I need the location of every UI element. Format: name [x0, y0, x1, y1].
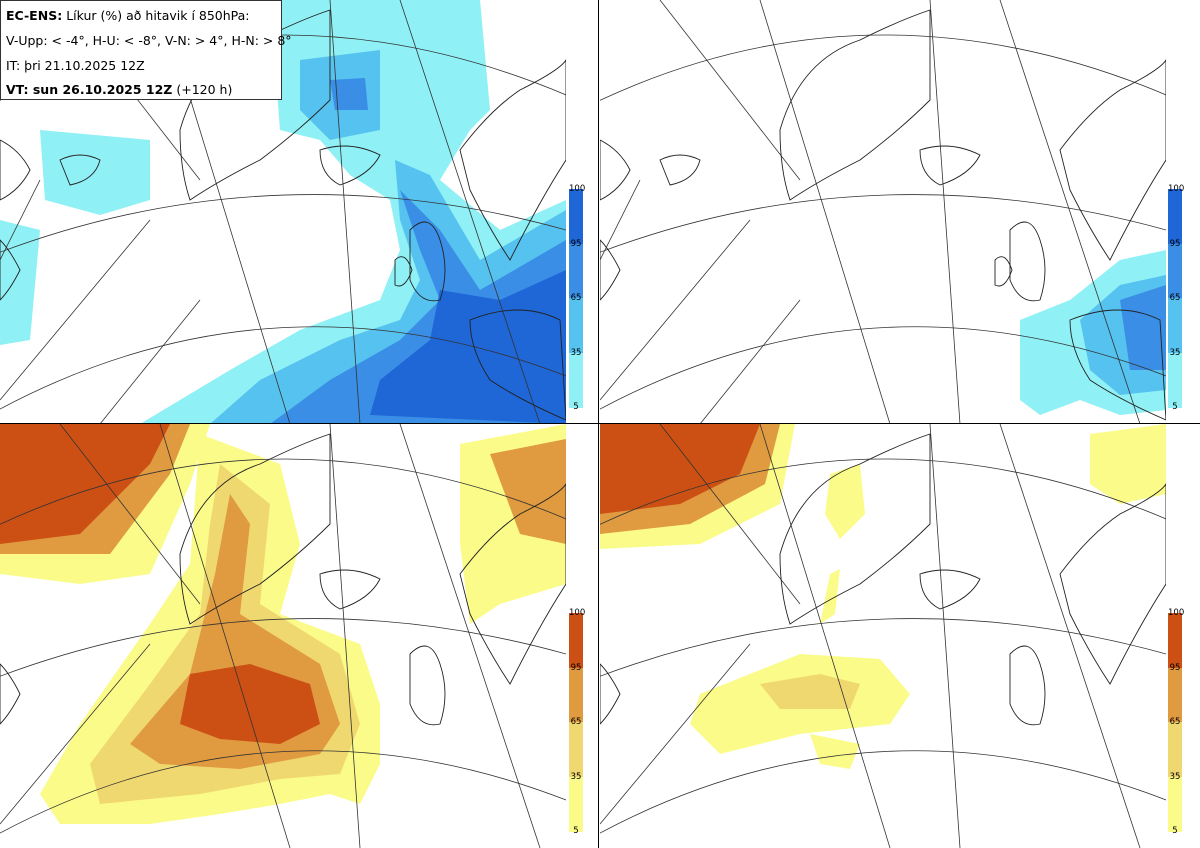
colorbar-segment [1168, 776, 1182, 832]
colorbar-tick-label: 35 [1169, 771, 1181, 782]
panel-divider-horizontal [0, 423, 1200, 424]
model-name: EC-ENS: [6, 8, 63, 23]
colorbar-warm-8 [1168, 613, 1182, 832]
colorbar-tick-label: 5 [573, 826, 579, 836]
colorbar-cold-8 [1168, 189, 1182, 408]
colorbar-segment [1168, 189, 1182, 244]
colorbar-tick-label: 100 [1168, 608, 1185, 618]
colorbar-segment [569, 189, 583, 244]
legend-title: Líkur (%) að hitavik í 850hPa: [66, 8, 250, 23]
probability-map-cold-8 [600, 0, 1166, 424]
colorbar-segment [1168, 613, 1182, 668]
colorbar-tick-label: 65 [570, 717, 582, 727]
colorbar-segment [569, 352, 583, 408]
colorbar-tick-label: 35 [570, 347, 582, 358]
colorbar-segment [569, 243, 583, 299]
colorbar-tick-label: 95 [570, 238, 582, 249]
colorbar-tick-label: 95 [1169, 238, 1181, 249]
colorbar-tick-label: 95 [1169, 662, 1181, 673]
colorbar-warm-4 [569, 613, 583, 832]
colorbar-segment [1168, 352, 1182, 408]
colorbar-tick-label: 100 [569, 184, 586, 194]
colorbar-tick-label: 5 [573, 402, 579, 412]
colorbar-segment [569, 298, 583, 353]
colorbar-tick-label: 95 [570, 662, 582, 673]
legend-lead-time: (+120 h) [176, 82, 233, 97]
colorbar-segment [569, 722, 583, 777]
colorbar-segment [569, 776, 583, 832]
probability-map-warm-4 [0, 424, 566, 848]
colorbar-tick-label: 65 [570, 293, 582, 303]
colorbar-cold-4 [569, 189, 583, 408]
colorbar-tick-label: 65 [1169, 293, 1181, 303]
colorbar-segment [1168, 243, 1182, 299]
map-panel-cold-4 [0, 0, 566, 424]
colorbar-tick-label: 65 [1169, 717, 1181, 727]
colorbar-tick-label: 100 [569, 608, 586, 618]
map-panel-cold-8 [600, 0, 1166, 424]
colorbar-segment [569, 667, 583, 723]
legend-thresholds: V-Upp: < -4°, H-U: < -8°, V-N: > 4°, H-N… [6, 33, 292, 48]
colorbar-tick-label: 5 [1172, 826, 1178, 836]
legend-valid-time: VT: sun 26.10.2025 12Z [6, 82, 173, 97]
colorbar-segment [1168, 298, 1182, 353]
map-panel-warm-8 [600, 424, 1166, 848]
colorbar-segment [1168, 722, 1182, 777]
colorbar-segment [1168, 667, 1182, 723]
legend-init-time: IT: þri 21.10.2025 12Z [6, 58, 145, 73]
colorbar-tick-label: 5 [1172, 402, 1178, 412]
map-legend-box: EC-ENS: Líkur (%) að hitavik í 850hPa: V… [0, 0, 292, 100]
colorbar-tick-label: 100 [1168, 184, 1185, 194]
colorbar-tick-label: 35 [1169, 347, 1181, 358]
panel-divider-vertical [598, 0, 599, 848]
colorbar-segment [569, 613, 583, 668]
colorbar-tick-label: 35 [570, 771, 582, 782]
probability-map-warm-8 [600, 424, 1166, 848]
map-panel-warm-4 [0, 424, 566, 848]
